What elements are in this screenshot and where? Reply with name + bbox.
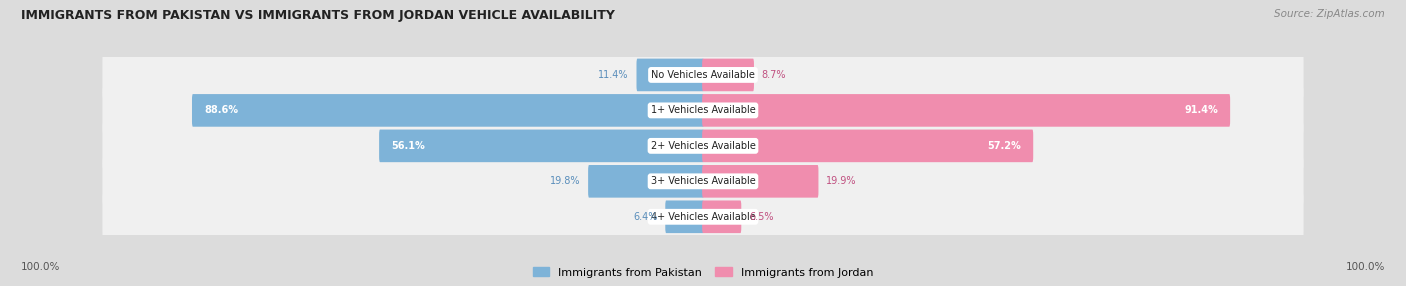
Text: 91.4%: 91.4% <box>1184 106 1218 115</box>
Text: 19.8%: 19.8% <box>550 176 581 186</box>
Text: 57.2%: 57.2% <box>987 141 1021 151</box>
Text: 100.0%: 100.0% <box>1346 262 1385 272</box>
Text: 19.9%: 19.9% <box>827 176 856 186</box>
FancyBboxPatch shape <box>637 59 704 91</box>
FancyBboxPatch shape <box>702 94 1230 127</box>
FancyBboxPatch shape <box>103 49 1303 101</box>
Text: 88.6%: 88.6% <box>204 106 239 115</box>
Text: IMMIGRANTS FROM PAKISTAN VS IMMIGRANTS FROM JORDAN VEHICLE AVAILABILITY: IMMIGRANTS FROM PAKISTAN VS IMMIGRANTS F… <box>21 9 614 21</box>
FancyBboxPatch shape <box>103 190 1303 243</box>
FancyBboxPatch shape <box>665 200 704 233</box>
Text: 11.4%: 11.4% <box>598 70 628 80</box>
Legend: Immigrants from Pakistan, Immigrants from Jordan: Immigrants from Pakistan, Immigrants fro… <box>533 267 873 278</box>
Text: 1+ Vehicles Available: 1+ Vehicles Available <box>651 106 755 115</box>
Text: 56.1%: 56.1% <box>391 141 425 151</box>
Text: 8.7%: 8.7% <box>762 70 786 80</box>
FancyBboxPatch shape <box>103 120 1303 172</box>
Text: No Vehicles Available: No Vehicles Available <box>651 70 755 80</box>
FancyBboxPatch shape <box>588 165 704 198</box>
FancyBboxPatch shape <box>702 130 1033 162</box>
Text: 4+ Vehicles Available: 4+ Vehicles Available <box>651 212 755 222</box>
Text: 3+ Vehicles Available: 3+ Vehicles Available <box>651 176 755 186</box>
Text: 2+ Vehicles Available: 2+ Vehicles Available <box>651 141 755 151</box>
Text: Source: ZipAtlas.com: Source: ZipAtlas.com <box>1274 9 1385 19</box>
Text: 6.5%: 6.5% <box>749 212 773 222</box>
FancyBboxPatch shape <box>103 155 1303 208</box>
FancyBboxPatch shape <box>702 165 818 198</box>
Text: 6.4%: 6.4% <box>633 212 658 222</box>
FancyBboxPatch shape <box>702 200 741 233</box>
FancyBboxPatch shape <box>702 59 754 91</box>
Text: 100.0%: 100.0% <box>21 262 60 272</box>
FancyBboxPatch shape <box>380 130 704 162</box>
FancyBboxPatch shape <box>193 94 704 127</box>
FancyBboxPatch shape <box>103 84 1303 137</box>
